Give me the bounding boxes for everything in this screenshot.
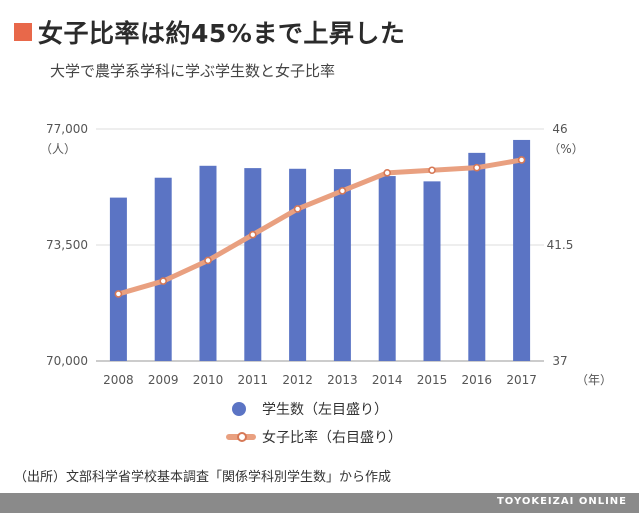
bar <box>378 176 396 361</box>
bar <box>154 177 172 361</box>
chart-area: 77,000 73,500 70,000 （人） 46 41.5 37 （%） 2008 2009… <box>40 122 612 387</box>
ratio-point <box>293 205 302 213</box>
x-tick-label: 2012 <box>282 373 313 387</box>
x-tick-label: 2010 <box>193 373 224 387</box>
left-tick-label: 73,500 <box>46 238 88 252</box>
line-legend-icon <box>226 432 256 442</box>
title-marker-icon <box>14 23 32 41</box>
ratio-point <box>472 163 481 172</box>
bar <box>244 168 262 361</box>
bar <box>513 139 531 361</box>
x-tick-label: 2017 <box>506 373 537 387</box>
x-tick-label: 2015 <box>417 373 448 387</box>
left-axis-unit: （人） <box>40 142 76 156</box>
left-tick-label: 70,000 <box>46 354 88 368</box>
x-tick-label: 2013 <box>327 373 358 387</box>
right-tick-label: 41.5 <box>547 238 574 252</box>
legend: 学生数（左目盛り） 女子比率（右目盛り） <box>226 396 402 450</box>
legend-item-bar: 学生数（左目盛り） <box>226 396 402 422</box>
x-tick-label: 2016 <box>462 373 493 387</box>
bar <box>109 197 127 361</box>
ratio-point <box>338 187 347 195</box>
x-axis-unit: （年） <box>576 373 612 387</box>
bar-legend-icon <box>232 402 246 416</box>
ratio-line <box>115 157 525 297</box>
ratio-point <box>383 169 392 177</box>
chart-title: 女子比率は約45%まで上昇した <box>38 19 406 48</box>
chart-subtitle: 大学で農学系学科に学ぶ学生数と女子比率 <box>50 62 336 80</box>
left-tick-label: 77,000 <box>46 122 88 136</box>
x-tick-label: 2008 <box>103 373 134 387</box>
ratio-point <box>114 290 123 298</box>
x-tick-label: 2014 <box>372 373 403 387</box>
bar <box>289 168 307 361</box>
right-tick-label: 46 <box>552 122 567 136</box>
bar <box>468 152 486 361</box>
title-block: 女子比率は約45%まで上昇した <box>14 14 405 50</box>
x-tick-label: 2009 <box>148 373 179 387</box>
brand-label: TOYOKEIZAI ONLINE <box>496 496 627 507</box>
ratio-point <box>249 230 257 239</box>
source-note: （出所）文部科学省学校基本調査「関係学科別学生数」から作成 <box>14 470 392 485</box>
ratio-point <box>204 256 212 265</box>
right-axis-unit: （%） <box>548 142 583 156</box>
bar <box>333 169 351 361</box>
legend-line-label: 女子比率（右目盛り） <box>262 430 402 446</box>
footer-bar: TOYOKEIZAI ONLINE <box>0 493 639 513</box>
bar <box>423 181 441 361</box>
legend-bar-label: 学生数（左目盛り） <box>262 402 388 418</box>
ratio-point <box>428 166 436 175</box>
legend-item-line: 女子比率（右目盛り） <box>226 424 402 450</box>
ratio-point <box>517 156 526 164</box>
right-tick-label: 37 <box>552 354 567 368</box>
x-tick-label: 2011 <box>238 373 269 387</box>
ratio-point <box>159 277 167 285</box>
